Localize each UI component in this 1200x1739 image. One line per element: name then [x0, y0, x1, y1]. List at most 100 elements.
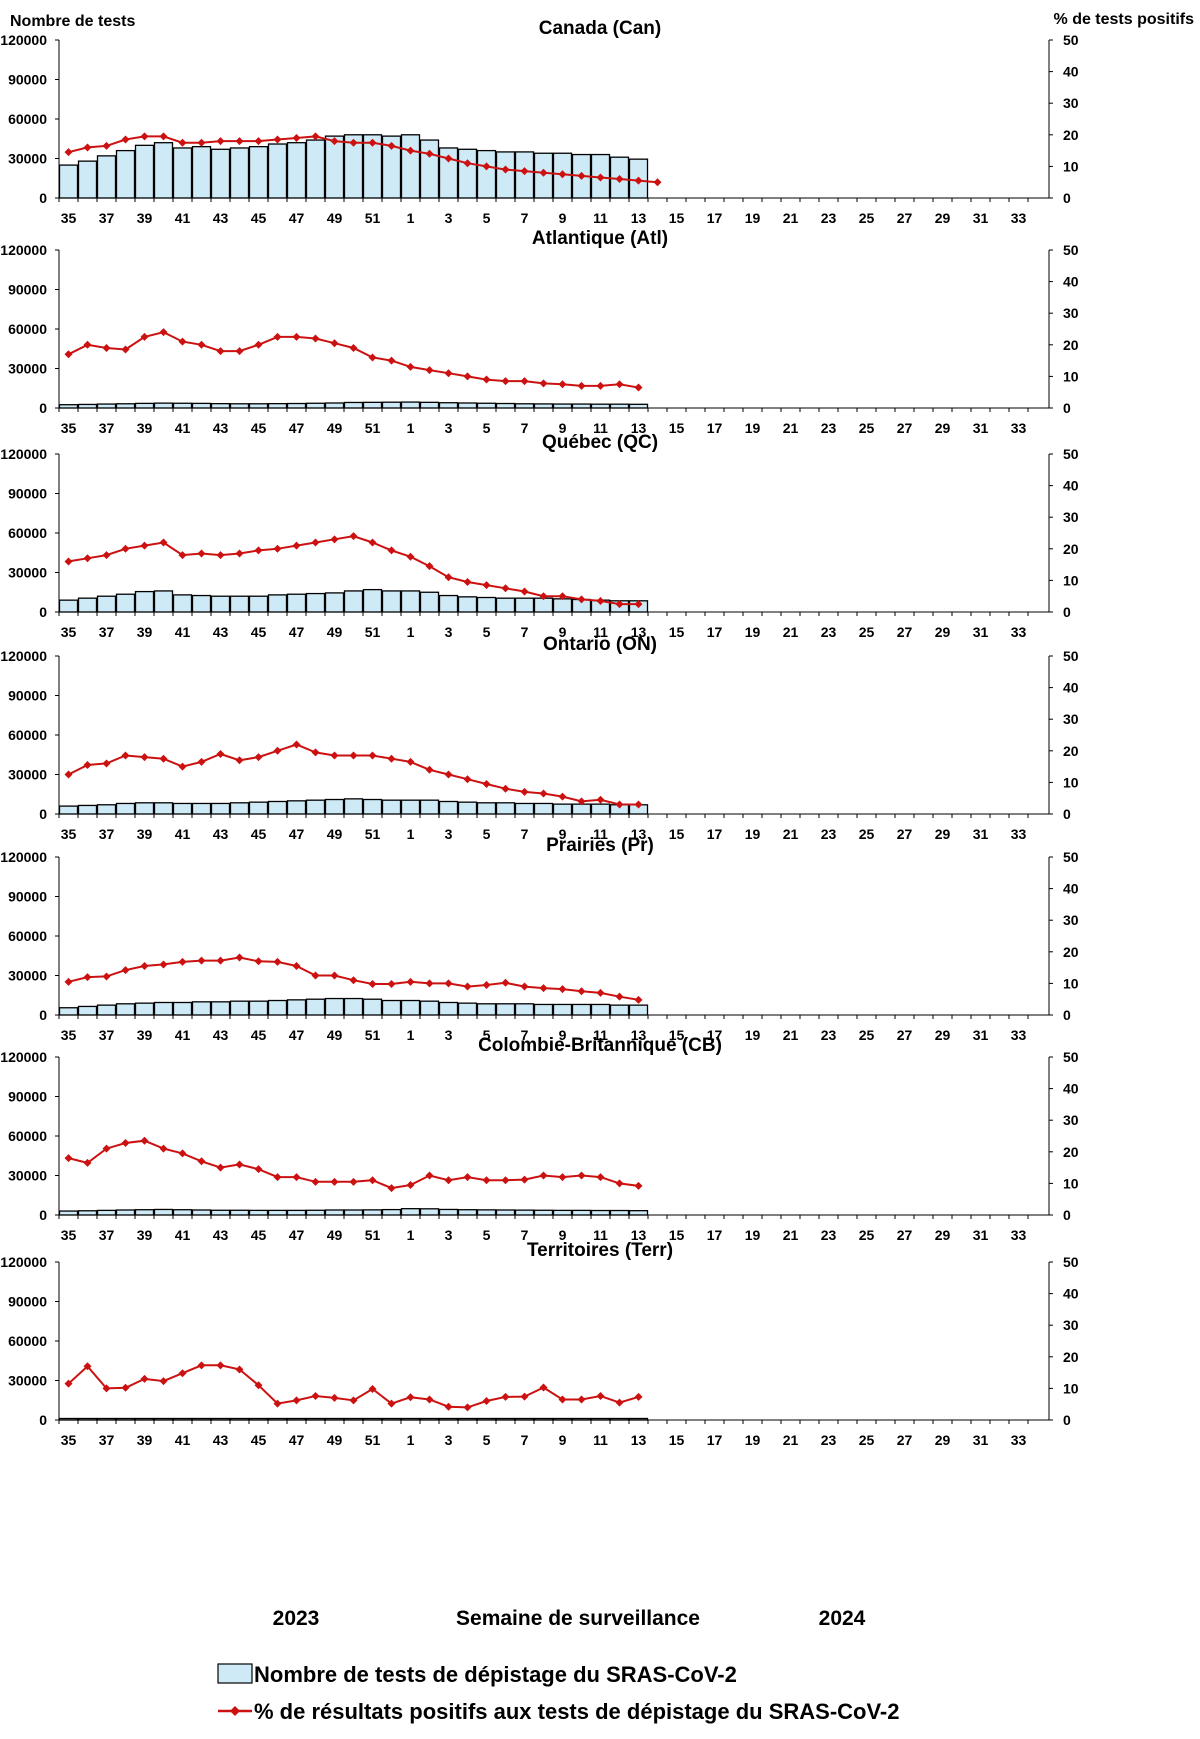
- x-tick-label: 9: [559, 826, 567, 842]
- bar: [267, 143, 288, 199]
- bar: [58, 805, 79, 815]
- x-tick-label: 27: [897, 1227, 913, 1243]
- line-point: [444, 369, 453, 378]
- x-tick-label: 7: [521, 1432, 529, 1448]
- bar: [343, 134, 364, 199]
- line-point: [102, 759, 111, 768]
- x-tick-label: 21: [783, 1027, 799, 1043]
- line-point: [254, 340, 263, 349]
- y-right-tick-label: 0: [1063, 806, 1071, 822]
- x-tick-label: 3: [445, 420, 453, 436]
- x-tick-label: 39: [137, 420, 153, 436]
- bar: [400, 999, 421, 1016]
- line-point: [634, 1392, 643, 1401]
- x-tick-label: 27: [897, 420, 913, 436]
- legend-line-marker: [230, 1706, 240, 1716]
- line-point: [292, 1173, 301, 1182]
- line-point: [482, 1397, 491, 1406]
- line-point: [615, 1398, 624, 1407]
- line-point: [273, 1399, 282, 1408]
- x-tick-label: 31: [973, 624, 989, 640]
- x-tick-label: 39: [137, 1027, 153, 1043]
- line-point: [387, 1399, 396, 1408]
- bar: [305, 1417, 326, 1421]
- x-tick-label: 7: [521, 826, 529, 842]
- x-tick-label: 13: [631, 1432, 647, 1448]
- y-right-tick-label: 50: [1063, 849, 1079, 865]
- line-point: [216, 347, 225, 356]
- bar: [457, 1417, 478, 1421]
- x-tick-label: 11: [593, 1027, 608, 1043]
- line-point: [558, 1395, 567, 1404]
- x-tick-label: 29: [935, 210, 951, 226]
- x-tick-label: 11: [593, 1432, 608, 1448]
- bar: [571, 803, 592, 815]
- bar: [58, 404, 79, 409]
- x-tick-label: 21: [783, 210, 799, 226]
- line-point: [558, 592, 567, 601]
- bar: [514, 802, 535, 815]
- line-point: [463, 1403, 472, 1412]
- bar: [134, 1209, 155, 1216]
- bar: [533, 597, 554, 613]
- x-tick-label: 45: [251, 826, 267, 842]
- bar: [362, 134, 383, 199]
- bar: [172, 147, 193, 199]
- panel-title: Québec (QC): [542, 432, 658, 453]
- year-2023-label: 2023: [273, 1607, 320, 1630]
- bar: [77, 160, 98, 199]
- y-right-tick-label: 10: [1063, 368, 1079, 384]
- x-tick-label: 23: [821, 1027, 837, 1043]
- x-tick-label: 39: [137, 1432, 153, 1448]
- y-left-tick-label: 60000: [8, 525, 47, 541]
- bar: [324, 402, 345, 409]
- bar: [248, 1209, 269, 1216]
- bar: [400, 401, 421, 409]
- bar: [400, 1417, 421, 1421]
- x-tick-label: 31: [973, 1027, 989, 1043]
- bar: [58, 1007, 79, 1016]
- x-tick-label: 43: [213, 624, 229, 640]
- bar: [267, 403, 288, 409]
- line-point: [501, 1392, 510, 1401]
- line-point: [653, 178, 662, 187]
- x-tick-label: 9: [559, 1027, 567, 1043]
- bar: [438, 1208, 459, 1216]
- panel-7: Territoires (Terr) 0 30000 60000 90000 120000…: [0, 1240, 1079, 1448]
- bar: [552, 803, 573, 815]
- bar: [324, 135, 345, 199]
- bar: [343, 997, 364, 1016]
- line-point: [482, 375, 491, 384]
- bar: [343, 1417, 364, 1421]
- x-tick-label: 35: [61, 210, 77, 226]
- y-right-tick-label: 40: [1063, 1286, 1079, 1302]
- bar: [419, 401, 440, 409]
- line-point: [83, 973, 92, 982]
- bar: [324, 1209, 345, 1216]
- panel-5: Prairies (Pr) 0 30000 60000 90000 120000 0 10 20…: [0, 835, 1079, 1043]
- y-right-tick-label: 20: [1063, 1144, 1079, 1160]
- y-right-tick-label: 50: [1063, 1049, 1079, 1065]
- y-right-tick-label: 10: [1063, 975, 1079, 991]
- x-tick-label: 17: [707, 1027, 723, 1043]
- x-tick-label: 25: [859, 624, 875, 640]
- x-tick-label: 27: [897, 624, 913, 640]
- line-point: [596, 596, 605, 605]
- year-2024-label: 2024: [819, 1607, 866, 1630]
- line-point: [406, 757, 415, 766]
- line-point: [330, 535, 339, 544]
- bar-series: [58, 588, 649, 613]
- bar: [248, 403, 269, 409]
- x-tick-label: 37: [99, 1432, 115, 1448]
- bar: [495, 597, 516, 613]
- line-point: [83, 761, 92, 770]
- line-point: [178, 957, 187, 966]
- bar: [286, 999, 307, 1016]
- y-right-tick-label: 0: [1063, 1007, 1071, 1023]
- bar: [248, 801, 269, 815]
- bar: [362, 1417, 383, 1421]
- bar: [286, 142, 307, 199]
- line-point: [121, 1138, 130, 1147]
- line-point: [273, 746, 282, 755]
- line-point: [292, 332, 301, 341]
